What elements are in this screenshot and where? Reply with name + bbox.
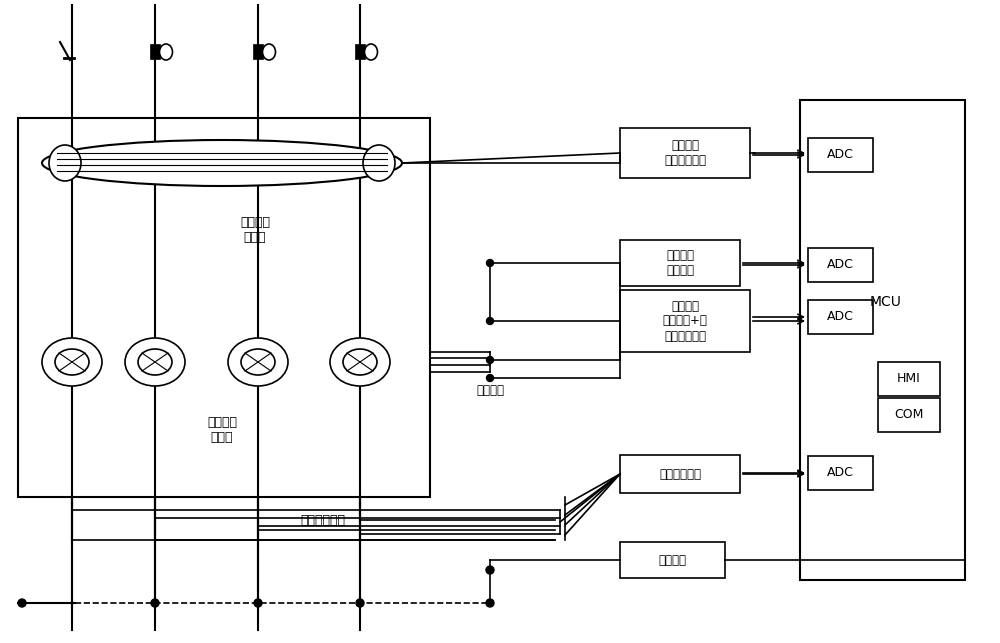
Bar — [254, 45, 262, 59]
Text: ADC: ADC — [827, 467, 854, 480]
Circle shape — [486, 356, 494, 363]
Text: 第二电流
互感器: 第二电流 互感器 — [240, 216, 270, 244]
Bar — [808, 138, 873, 172]
Bar — [620, 240, 740, 286]
Ellipse shape — [364, 44, 378, 60]
Ellipse shape — [228, 338, 288, 386]
Bar — [808, 300, 873, 334]
Circle shape — [486, 318, 494, 325]
Bar — [620, 542, 725, 578]
Text: ADC: ADC — [827, 149, 854, 161]
Circle shape — [254, 599, 262, 607]
Bar — [150, 45, 160, 59]
Ellipse shape — [160, 44, 173, 60]
Ellipse shape — [125, 338, 185, 386]
Text: ADC: ADC — [827, 258, 854, 271]
Ellipse shape — [42, 338, 102, 386]
Bar — [878, 362, 940, 396]
Ellipse shape — [262, 44, 276, 60]
Ellipse shape — [363, 145, 395, 181]
Bar — [620, 128, 750, 178]
Ellipse shape — [241, 349, 275, 375]
Text: 电压采样电路: 电压采样电路 — [659, 467, 701, 480]
Text: 第一电流
互感器: 第一电流 互感器 — [207, 416, 237, 444]
Circle shape — [486, 599, 494, 607]
Circle shape — [18, 599, 26, 607]
Circle shape — [151, 599, 159, 607]
Ellipse shape — [49, 145, 81, 181]
Bar — [800, 100, 965, 580]
Text: 四合一互感器: 四合一互感器 — [300, 514, 345, 527]
Text: 剩余电流
采样调理电路: 剩余电流 采样调理电路 — [664, 139, 706, 167]
Circle shape — [486, 566, 494, 574]
Ellipse shape — [138, 349, 172, 375]
Bar — [620, 290, 750, 352]
Text: 二次电流: 二次电流 — [476, 383, 504, 397]
Ellipse shape — [330, 338, 390, 386]
Ellipse shape — [343, 349, 377, 375]
Ellipse shape — [55, 349, 89, 375]
Bar — [878, 398, 940, 432]
Text: ADC: ADC — [827, 311, 854, 323]
Bar — [620, 455, 740, 493]
Bar — [808, 248, 873, 282]
Text: COM: COM — [894, 408, 924, 422]
Circle shape — [486, 374, 494, 381]
Bar — [356, 45, 364, 59]
Text: HMI: HMI — [897, 372, 921, 386]
Text: 保护采样
调理电路+互
感器供电电路: 保护采样 调理电路+互 感器供电电路 — [663, 300, 707, 343]
Circle shape — [486, 260, 494, 266]
Text: MCU: MCU — [870, 294, 902, 309]
Text: 开关电源: 开关电源 — [658, 554, 686, 566]
Ellipse shape — [42, 140, 402, 186]
Circle shape — [356, 599, 364, 607]
Bar — [18, 118, 430, 497]
Bar — [808, 456, 873, 490]
Text: 计量采样
调理电路: 计量采样 调理电路 — [666, 249, 694, 277]
